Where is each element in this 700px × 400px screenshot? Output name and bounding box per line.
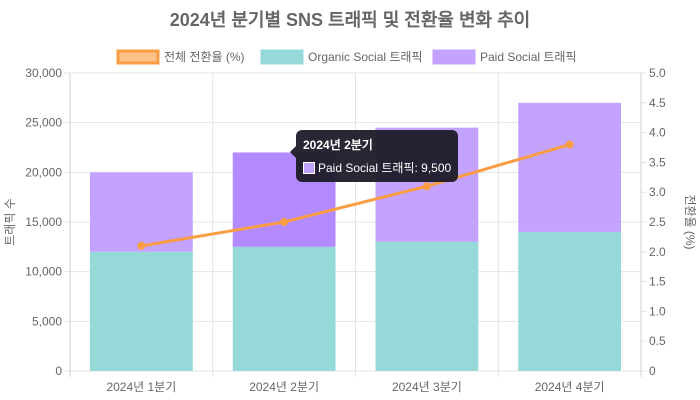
bar-paid (518, 102, 622, 232)
tooltip: 2024년 2분기 Paid Social 트래픽: 9,500 (289, 130, 459, 182)
y2-tick-label: 1.0 (649, 304, 666, 318)
x-tick-label: 2024년 3분기 (392, 380, 462, 394)
y2-tick-label: 2.5 (649, 215, 666, 229)
bar-organic (375, 241, 479, 371)
y2-tick-label: 5.0 (649, 66, 666, 80)
x-tick-label: 2024년 1분기 (106, 380, 176, 394)
y-tick-label: 20,000 (25, 165, 62, 179)
legend-label: Organic Social 트래픽 (308, 50, 423, 64)
y-axis-right: 0 0.5 1.0 1.5 2.0 2.5 3.0 3.5 4.0 4.5 5.0 (649, 66, 666, 378)
x-tick-label: 2024년 4분기 (535, 380, 605, 394)
tooltip-row: Paid Social 트래픽: 9,500 (303, 159, 451, 176)
line-path (141, 143, 571, 248)
y2-tick-label: 2.0 (649, 245, 666, 259)
line-point (137, 241, 146, 250)
y2-tick-label: 0 (649, 364, 656, 378)
y2-tick-label: 4.5 (649, 96, 666, 110)
x-axis: 2024년 1분기 2024년 2분기 2024년 3분기 2024년 4분기 (106, 380, 604, 394)
line-series (137, 140, 574, 250)
y-tick-label: 30,000 (25, 66, 62, 80)
line-point (422, 182, 431, 191)
legend-item-paid: Paid Social 트래픽 (432, 49, 577, 65)
legend-label: 전체 전환율 (%) (164, 50, 245, 64)
legend-swatch (432, 49, 476, 65)
y2-axis-title: 전환율 (%) (683, 194, 697, 249)
line-point (565, 140, 574, 149)
line-point (280, 218, 289, 226)
legend-item-conversion: 전체 전환율 (%) (116, 49, 245, 65)
y-tick-label: 5,000 (32, 314, 62, 328)
bar-organic (89, 251, 193, 371)
chart-title: 2024년 분기별 SNS 트래픽 및 전환율 변화 추이 (170, 9, 530, 30)
legend-label: Paid Social 트래픽 (480, 50, 577, 64)
bar-paid (89, 172, 193, 252)
legend-item-organic: Organic Social 트래픽 (260, 49, 423, 65)
y-tick-label: 0 (55, 364, 62, 378)
legend-swatch (260, 49, 304, 65)
x-tick-label: 2024년 2분기 (249, 380, 319, 394)
y-tick-label: 25,000 (25, 116, 62, 130)
y-tick-label: 15,000 (25, 215, 62, 229)
bar-organic (518, 231, 622, 371)
y-tick-label: 10,000 (25, 265, 62, 279)
tooltip-swatch (303, 161, 315, 174)
y-axis-left: 0 5,000 10,000 15,000 20,000 25,000 30,000 (25, 66, 62, 378)
y2-tick-label: 3.5 (649, 155, 666, 169)
bar-organic (232, 246, 336, 371)
legend-swatch (116, 49, 160, 65)
legend: 전체 전환율 (%) Organic Social 트래픽 Paid Social … (116, 49, 577, 65)
y2-tick-label: 3.0 (649, 185, 666, 199)
y2-tick-label: 4.0 (649, 126, 666, 140)
y2-tick-label: 0.5 (649, 334, 666, 348)
y2-tick-label: 1.5 (649, 275, 666, 289)
y-axis-title: 트래픽 수 (3, 198, 17, 246)
tooltip-title: 2024년 2분기 (303, 138, 373, 152)
tooltip-label: Paid Social 트래픽: 9,500 (318, 161, 452, 175)
bars (89, 102, 622, 371)
